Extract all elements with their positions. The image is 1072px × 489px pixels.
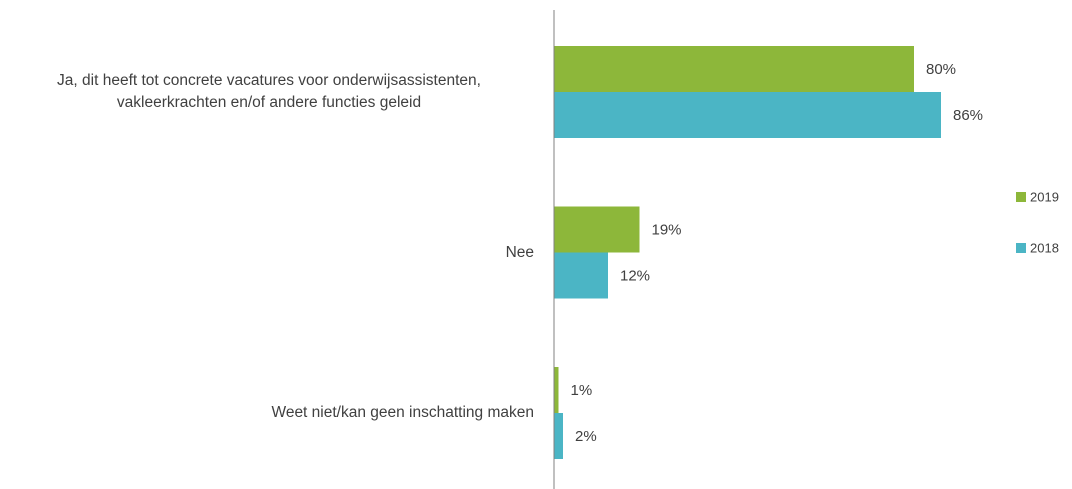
data-label: 1% [571,382,593,399]
data-label: 80% [926,61,956,78]
bar [554,413,563,459]
bar [554,367,559,413]
category-text: Weet niet/kan geen inschatting maken [271,404,534,421]
category-label: Weet niet/kan geen inschatting maken [0,402,534,424]
legend-swatch [1016,192,1026,202]
bar [554,206,640,253]
data-label: 2% [575,428,597,445]
category-text: Nee [505,243,534,261]
bar [554,252,608,299]
category-label: Nee [0,242,534,264]
data-label: 19% [652,221,682,238]
data-label: 12% [620,267,650,284]
bar [554,46,914,92]
legend-label: 2018 [1030,240,1059,255]
legend-label: 2019 [1030,189,1059,204]
data-label: 86% [953,107,983,124]
legend-swatch [1016,243,1026,253]
category-label: Ja, dit heeft tot concrete vacatures voo… [0,70,534,114]
bar [554,92,941,138]
category-text: Ja, dit heeft tot concrete vacatures voo… [57,72,481,111]
